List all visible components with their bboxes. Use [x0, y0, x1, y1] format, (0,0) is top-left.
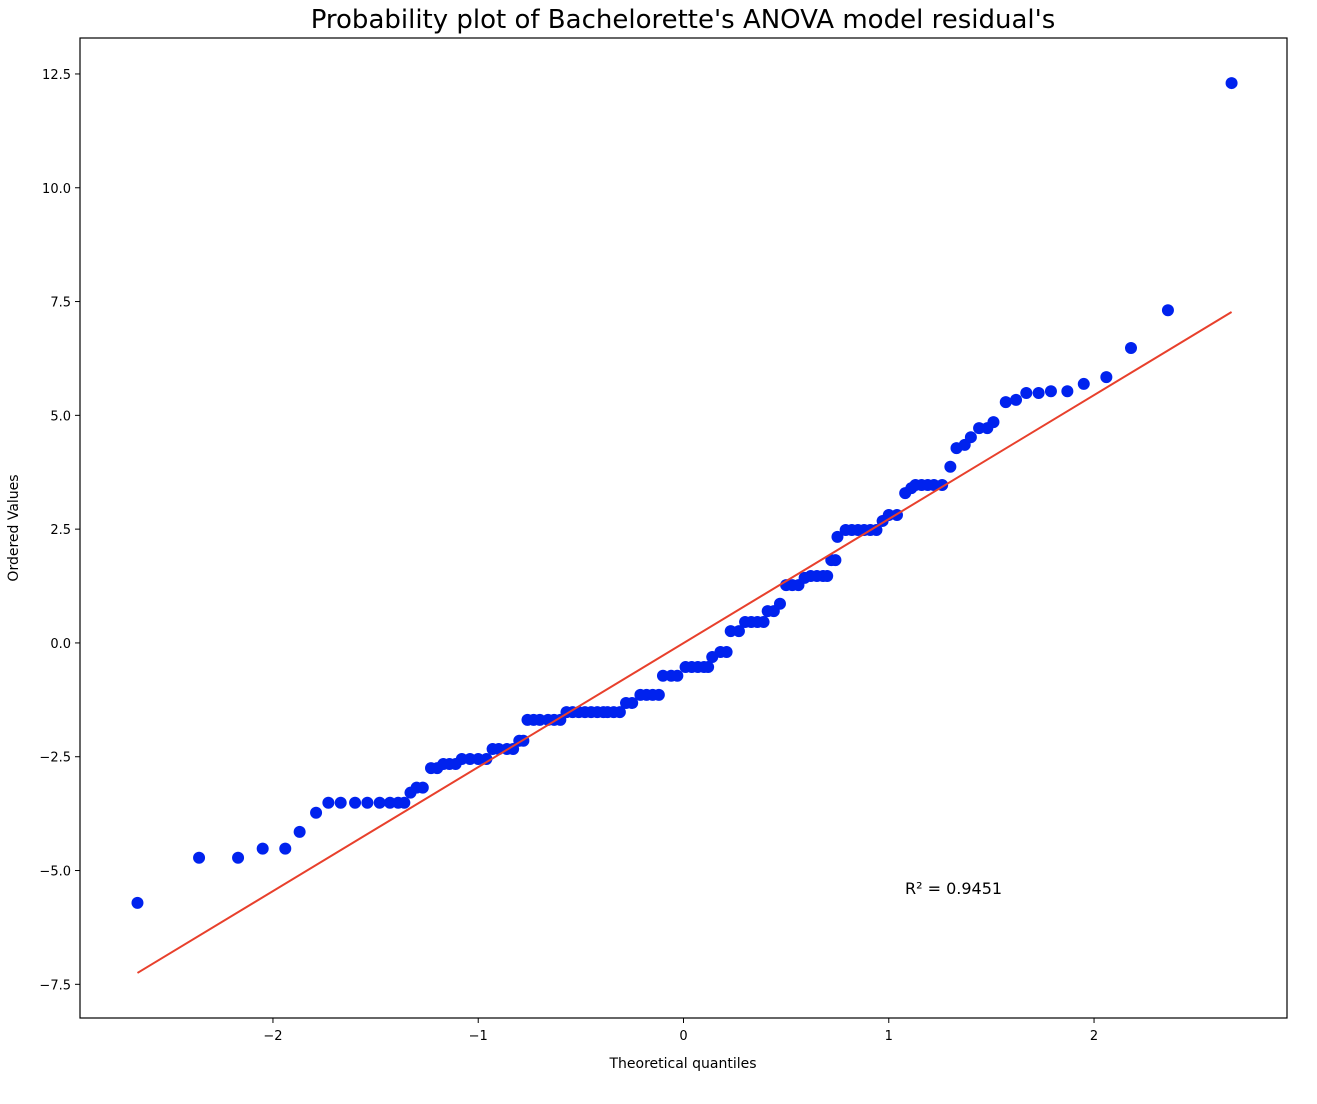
point: [773, 597, 786, 610]
x-tick-label: −2: [263, 1029, 282, 1044]
point: [1044, 385, 1057, 398]
y-tick-label: 2.5: [50, 523, 71, 538]
point: [398, 796, 411, 809]
point: [1124, 341, 1137, 354]
point: [1100, 371, 1113, 384]
point: [472, 753, 485, 766]
point: [757, 615, 770, 628]
y-axis-label: Ordered Values: [6, 474, 22, 581]
point: [927, 478, 940, 491]
point: [1077, 377, 1090, 390]
point: [373, 796, 386, 809]
point: [613, 706, 626, 719]
point: [870, 524, 883, 537]
plot-frame: [79, 37, 1288, 1019]
y-tick-label: 7.5: [50, 296, 71, 311]
point: [480, 753, 493, 766]
y-tick-label: 10.0: [42, 182, 71, 197]
x-tick-label: 0: [679, 1029, 687, 1044]
point: [310, 806, 323, 819]
point: [732, 625, 745, 638]
annotation: R² = 0.9451: [905, 879, 1002, 898]
point: [652, 688, 665, 701]
point: [1225, 77, 1238, 90]
point: [964, 431, 977, 444]
point: [626, 697, 639, 710]
point: [455, 753, 468, 766]
point: [724, 625, 737, 638]
y-tick-label: 0.0: [50, 637, 71, 652]
fit-line: [136, 311, 1233, 974]
point: [293, 825, 306, 838]
point: [821, 570, 834, 583]
point: [349, 796, 362, 809]
point: [702, 661, 715, 674]
point: [831, 530, 844, 543]
y-tick-label: −2.5: [39, 751, 71, 766]
point: [279, 842, 292, 855]
point: [1061, 385, 1074, 398]
y-tick-label: 12.5: [42, 68, 71, 83]
y-tick-label: −7.5: [39, 978, 71, 993]
chart-title: Probability plot of Bachelorette's ANOVA…: [311, 5, 1056, 35]
point: [533, 713, 546, 726]
point: [987, 416, 1000, 429]
point: [720, 646, 733, 659]
x-axis-label: Theoretical quantiles: [608, 1056, 756, 1072]
point: [131, 896, 144, 909]
point: [656, 669, 669, 682]
point: [973, 422, 986, 435]
y-tick-label: 5.0: [50, 409, 71, 424]
point: [1010, 393, 1023, 406]
point: [1161, 304, 1174, 317]
x-tick-label: −1: [469, 1029, 488, 1044]
point: [829, 554, 842, 567]
point: [944, 460, 957, 473]
point: [999, 396, 1012, 409]
point: [464, 753, 477, 766]
point: [1032, 387, 1045, 400]
point: [383, 796, 396, 809]
point: [507, 742, 520, 755]
point: [361, 796, 374, 809]
point: [322, 796, 335, 809]
y-tick-label: −5.0: [39, 865, 71, 880]
point: [1020, 387, 1033, 400]
point: [416, 781, 429, 794]
point: [256, 842, 269, 855]
point: [334, 796, 347, 809]
x-tick-label: 1: [885, 1029, 893, 1044]
x-tick-label: 2: [1090, 1029, 1098, 1044]
point: [671, 669, 684, 682]
point: [232, 851, 245, 864]
point: [193, 851, 206, 864]
